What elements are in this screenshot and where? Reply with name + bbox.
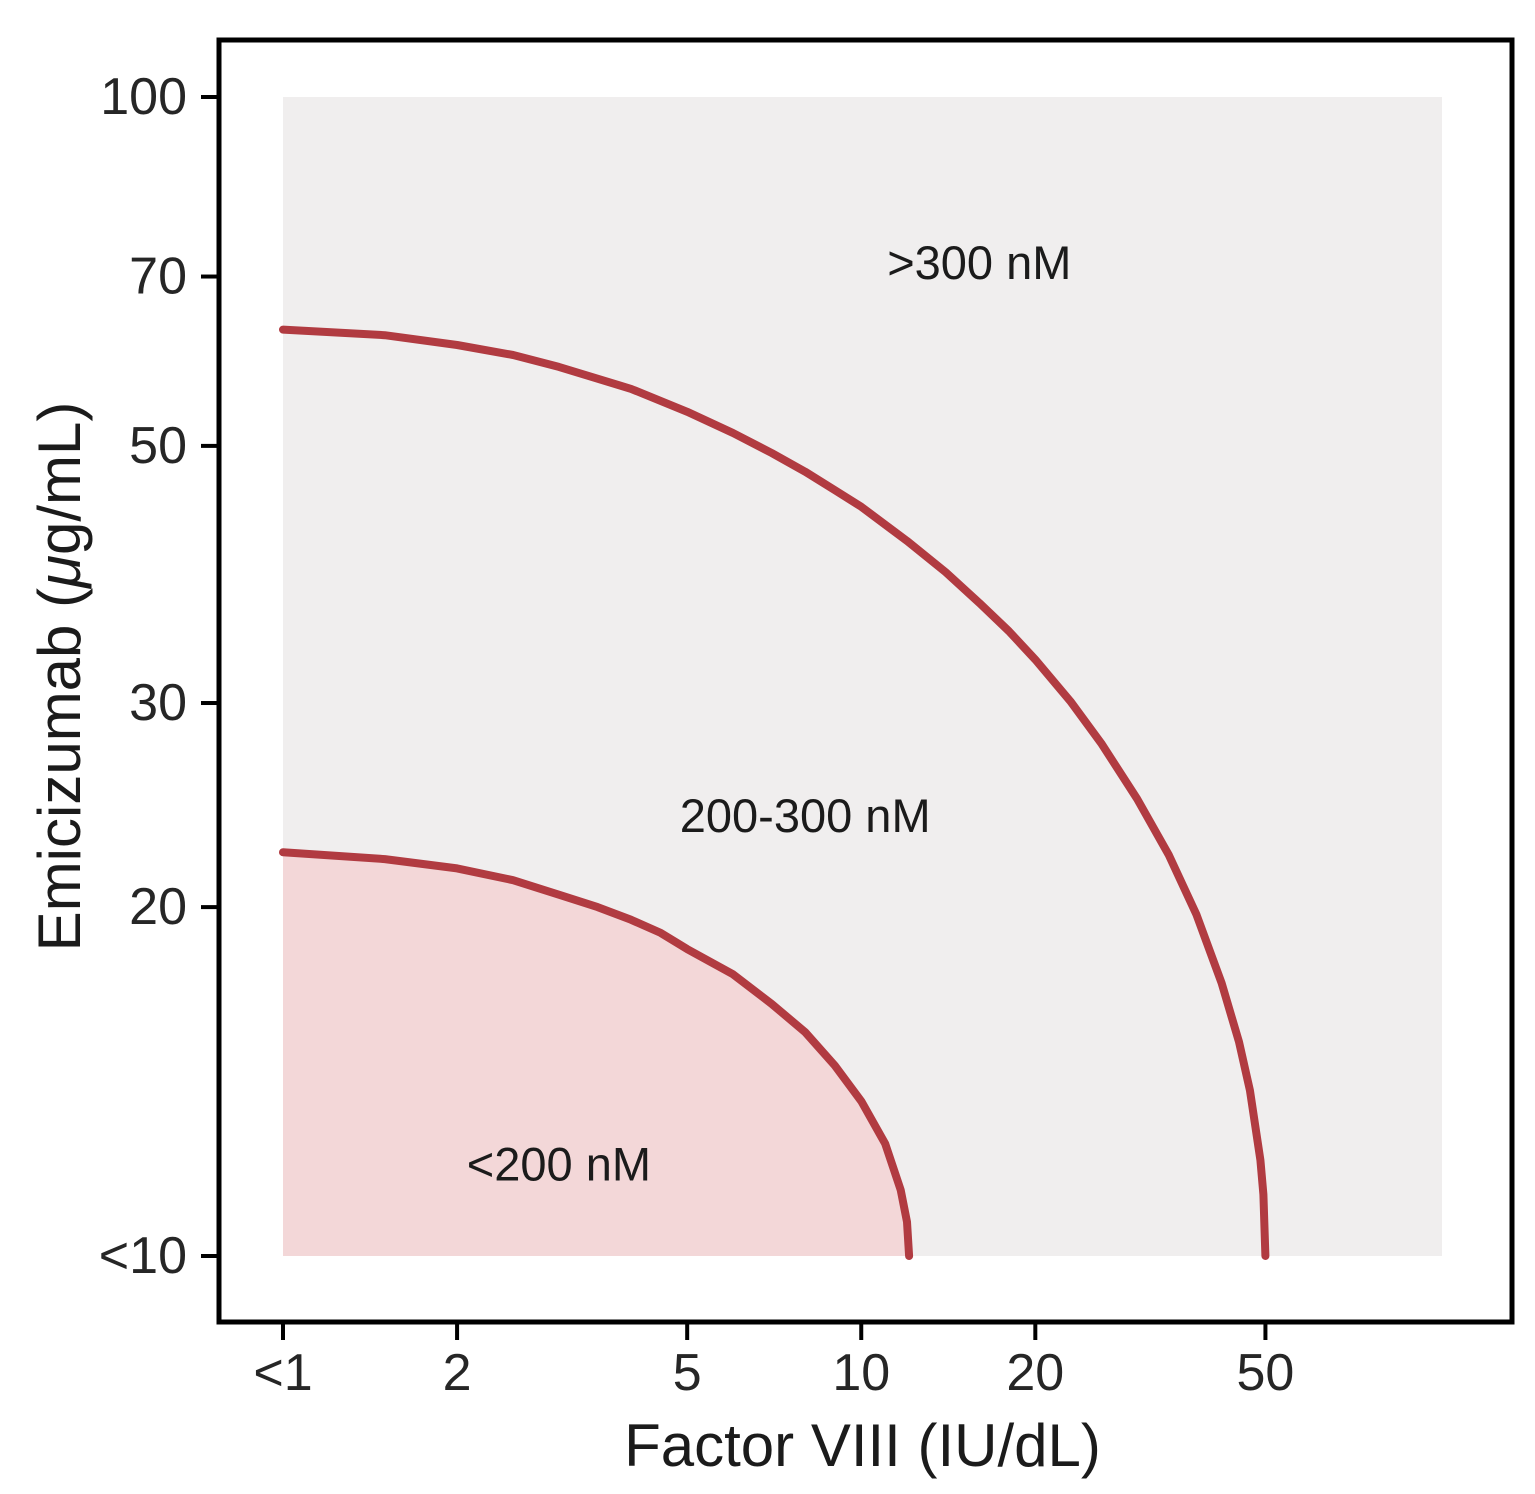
x-tick-label: 10 [832, 1344, 890, 1402]
x-tick-label: 50 [1237, 1344, 1295, 1402]
region-label-gt300: >300 nM [887, 236, 1071, 289]
y-tick-label: 70 [129, 248, 187, 306]
contour-line-200-nm [279, 848, 914, 1260]
x-tick-label: 5 [673, 1344, 702, 1402]
region-label-lt200: <200 nM [467, 1138, 651, 1191]
y-tick-label: 50 [129, 417, 187, 475]
y-tick-label: 30 [129, 674, 187, 732]
x-tick-label: 2 [443, 1344, 472, 1402]
y-axis-title: Emicizumab (μg/mL) [26, 402, 93, 952]
y-tick-label: 20 [129, 878, 187, 936]
y-tick-label: <10 [99, 1227, 187, 1285]
x-axis-title: Factor VIII (IU/dL) [624, 1412, 1101, 1479]
contour-line-300-nm [279, 325, 1270, 1260]
panel-border [216, 37, 1515, 1325]
y-tick-label: 100 [100, 68, 187, 126]
x-tick-label: 20 [1006, 1344, 1064, 1402]
x-tick-label: <1 [253, 1344, 312, 1402]
region-label-200to300: 200-300 nM [680, 789, 931, 842]
region-lt200-area [283, 852, 910, 1256]
